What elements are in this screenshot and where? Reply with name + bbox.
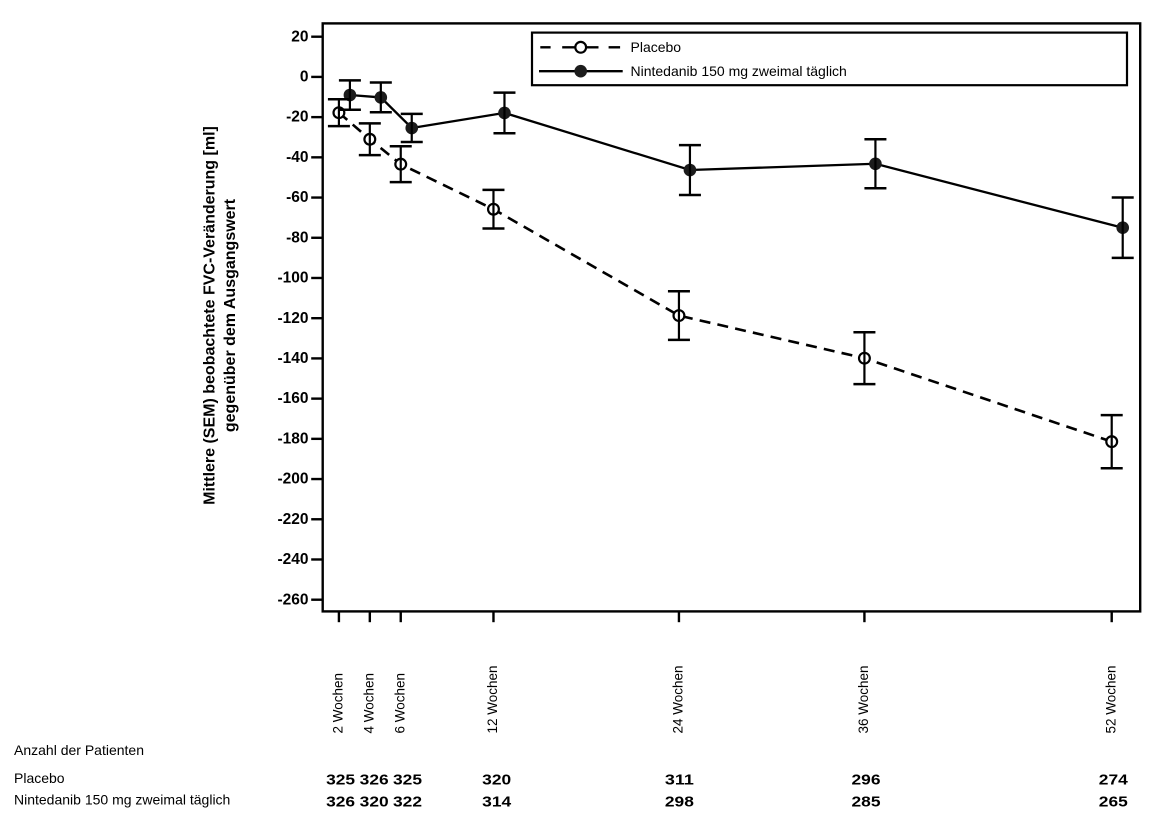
svg-text:-220: -220: [277, 511, 308, 528]
svg-text:322: 322: [393, 794, 422, 810]
svg-text:Nintedanib 150 mg zweimal tägl: Nintedanib 150 mg zweimal täglich: [631, 63, 847, 79]
svg-text:-20: -20: [286, 109, 308, 126]
svg-text:320: 320: [482, 773, 511, 789]
svg-text:265: 265: [1099, 794, 1128, 810]
svg-text:0: 0: [300, 69, 309, 86]
svg-text:-160: -160: [277, 390, 308, 407]
svg-text:Mittlere (SEM) beobachtete FVC: Mittlere (SEM) beobachtete FVC-Veränderu…: [202, 126, 219, 505]
svg-text:-40: -40: [286, 149, 308, 166]
svg-text:-240: -240: [277, 551, 308, 568]
svg-text:-180: -180: [277, 430, 308, 447]
svg-text:-100: -100: [277, 270, 308, 287]
svg-text:325: 325: [393, 773, 422, 789]
svg-text:285: 285: [852, 794, 881, 810]
svg-text:-120: -120: [277, 310, 308, 327]
svg-text:20: 20: [291, 28, 308, 45]
svg-text:-260: -260: [277, 591, 308, 608]
svg-text:Placebo: Placebo: [14, 770, 65, 786]
svg-text:325: 325: [326, 773, 355, 789]
svg-text:296: 296: [852, 773, 881, 789]
svg-text:24 Wochen: 24 Wochen: [671, 665, 686, 733]
svg-text:gegenüber dem Ausgangswert: gegenüber dem Ausgangswert: [222, 198, 239, 432]
svg-text:326: 326: [360, 773, 389, 789]
svg-text:4 Wochen: 4 Wochen: [361, 673, 376, 734]
svg-text:6 Wochen: 6 Wochen: [392, 673, 407, 734]
svg-text:-80: -80: [286, 229, 308, 246]
svg-text:Placebo: Placebo: [631, 39, 682, 55]
svg-text:274: 274: [1099, 773, 1128, 789]
svg-text:326: 326: [326, 794, 355, 810]
svg-text:-140: -140: [277, 350, 308, 367]
svg-text:Nintedanib 150 mg zweimal tägl: Nintedanib 150 mg zweimal täglich: [14, 792, 230, 808]
svg-text:-60: -60: [286, 189, 308, 206]
svg-text:298: 298: [665, 794, 694, 810]
svg-text:320: 320: [360, 794, 389, 810]
svg-text:12 Wochen: 12 Wochen: [485, 665, 500, 733]
svg-text:Anzahl der Patienten: Anzahl der Patienten: [14, 742, 144, 758]
svg-text:-200: -200: [277, 471, 308, 488]
svg-text:314: 314: [482, 794, 511, 810]
svg-text:311: 311: [665, 773, 694, 789]
svg-text:36 Wochen: 36 Wochen: [856, 665, 871, 733]
svg-text:2 Wochen: 2 Wochen: [331, 673, 346, 734]
svg-text:52 Wochen: 52 Wochen: [1103, 665, 1118, 733]
